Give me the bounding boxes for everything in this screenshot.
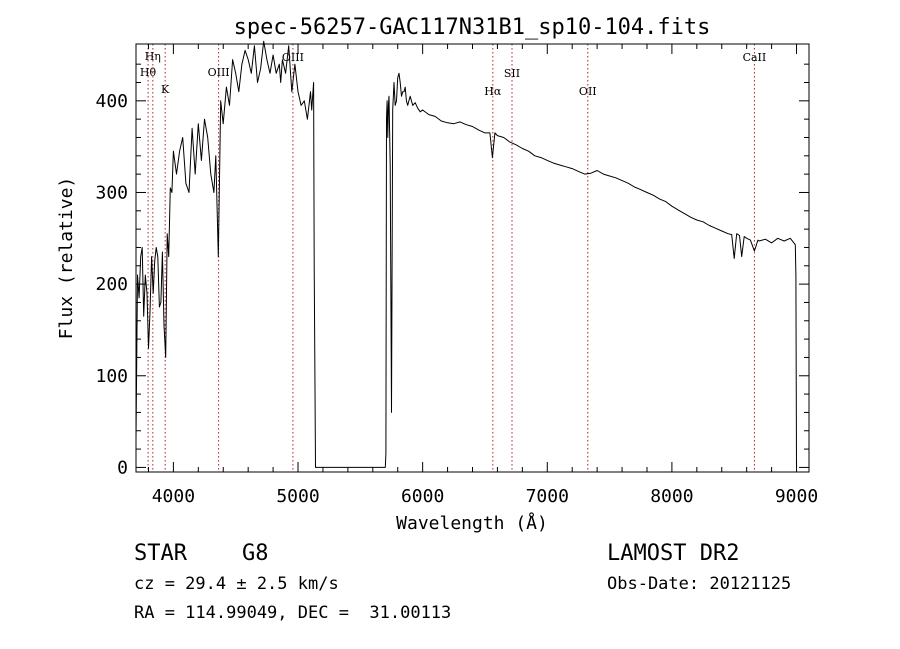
- x-axis-ticks: 4000 5000 6000 7000 8000 9000: [147, 44, 818, 507]
- x-tick-label: 9000: [775, 486, 818, 507]
- line-label: Hθ: [140, 66, 157, 79]
- x-axis-label: Wavelength (Å): [396, 512, 548, 534]
- x-tick-label: 7000: [526, 486, 569, 507]
- plot-frame: [135, 43, 810, 473]
- coordinates: RA = 114.99049, DEC = 31.00113: [134, 603, 452, 623]
- cz-value: cz = 29.4 ± 2.5 km/s: [134, 574, 339, 594]
- survey-label: LAMOST DR2: [607, 541, 740, 566]
- emission-line-markers: [147, 44, 755, 472]
- x-tick-label: 6000: [401, 486, 444, 507]
- line-label: K: [161, 83, 170, 96]
- subclass-label: G8: [242, 541, 269, 566]
- spectrum-line: [135, 40, 797, 468]
- chart-title: spec-56257-GAC117N31B1_sp10-104.fits: [234, 15, 711, 40]
- line-label: Hη: [145, 50, 161, 63]
- y-tick-label: 400: [95, 91, 128, 112]
- y-axis-ticks: 0 100 200 300 400: [95, 63, 809, 478]
- x-tick-label: 8000: [650, 486, 693, 507]
- y-tick-label: 0: [117, 457, 128, 478]
- line-label: CaII: [743, 51, 767, 64]
- line-label: SII: [504, 67, 520, 80]
- line-label: OII: [579, 85, 597, 98]
- y-tick-label: 300: [95, 182, 128, 203]
- x-tick-label: 4000: [152, 486, 195, 507]
- line-label: OIII: [208, 66, 230, 79]
- y-tick-label: 100: [95, 366, 128, 387]
- line-label: OIII: [282, 51, 304, 64]
- class-label: STAR: [134, 541, 187, 566]
- line-label: Hα: [484, 85, 502, 98]
- y-axis-label: Flux (relative): [56, 177, 77, 340]
- x-tick-label: 5000: [276, 486, 319, 507]
- spectrum-series: [135, 40, 797, 468]
- y-tick-label: 200: [95, 274, 128, 295]
- obs-date: Obs-Date: 20121125: [607, 574, 792, 594]
